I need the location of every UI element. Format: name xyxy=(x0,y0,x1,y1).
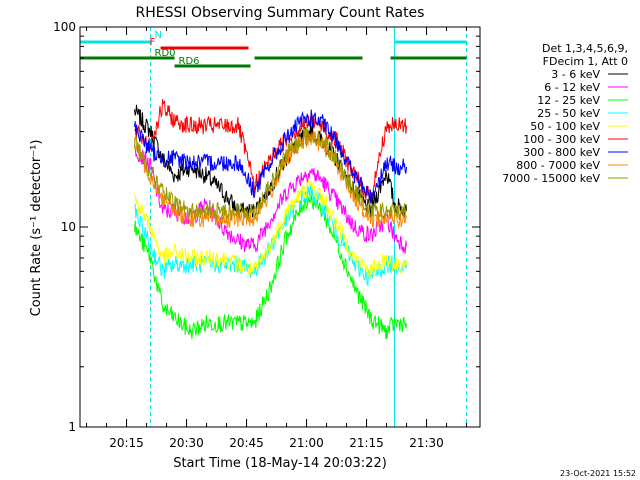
series-lines xyxy=(134,99,407,340)
axes: 1 10 100 20:15 20:30 20:45 21:00 21:15 21:30 xyxy=(53,20,481,450)
series-line-4 xyxy=(134,178,407,279)
x-tick-label: 20:30 xyxy=(169,436,204,450)
legend: Det 1,3,4,5,6,9,FDecim 1, Att 03 - 6 keV… xyxy=(502,42,628,185)
legend-label: 3 - 6 keV xyxy=(551,68,600,81)
legend-header: FDecim 1, Att 0 xyxy=(543,55,628,68)
x-axis-label: Start Time (18-May-14 20:03:22) xyxy=(173,456,387,471)
timestamp: 23-Oct-2021 15:52 xyxy=(560,469,636,478)
series-line-0 xyxy=(134,104,407,220)
legend-label: 50 - 100 keV xyxy=(530,120,600,133)
flag-label-rd0: RD0 xyxy=(155,48,176,59)
flag-label-n: N xyxy=(155,30,162,41)
legend-header: Det 1,3,4,5,6,9, xyxy=(542,42,628,55)
x-tick-label: 21:30 xyxy=(409,436,444,450)
flag-label-f: F xyxy=(150,37,156,48)
x-tick-label: 20:45 xyxy=(229,436,264,450)
legend-label: 12 - 25 keV xyxy=(537,94,600,107)
y-tick-label: 1 xyxy=(68,420,76,434)
series-line-2 xyxy=(134,192,407,340)
legend-label: 25 - 50 keV xyxy=(537,107,600,120)
y-axis-label: Count Rate (s⁻¹ detector⁻¹) xyxy=(29,140,44,317)
flag-label-rd6: RD6 xyxy=(179,56,200,67)
series-line-8 xyxy=(134,127,407,221)
y-tick-label: 100 xyxy=(53,20,76,34)
legend-label: 300 - 800 keV xyxy=(523,146,600,159)
y-tick-label: 10 xyxy=(61,220,76,234)
chart-title: RHESSI Observing Summary Count Rates xyxy=(136,5,425,21)
x-tick-label: 20:15 xyxy=(109,436,144,450)
legend-label: 800 - 7000 keV xyxy=(516,159,600,172)
legend-label: 100 - 300 keV xyxy=(523,133,600,146)
legend-label: 6 - 12 keV xyxy=(544,81,600,94)
series-line-6 xyxy=(134,109,407,204)
x-tick-label: 21:15 xyxy=(349,436,384,450)
x-tick-label: 21:00 xyxy=(289,436,324,450)
legend-label: 7000 - 15000 keV xyxy=(502,172,600,185)
